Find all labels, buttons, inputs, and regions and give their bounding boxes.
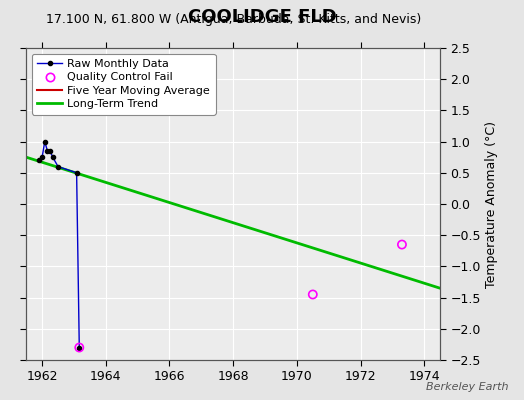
Text: COOLIDGE FLD: COOLIDGE FLD: [188, 8, 336, 26]
Legend: Raw Monthly Data, Quality Control Fail, Five Year Moving Average, Long-Term Tren: Raw Monthly Data, Quality Control Fail, …: [32, 54, 215, 115]
Text: Berkeley Earth: Berkeley Earth: [426, 382, 508, 392]
Y-axis label: Temperature Anomaly (°C): Temperature Anomaly (°C): [485, 120, 498, 288]
Point: [309, 291, 317, 298]
Title: 17.100 N, 61.800 W (Antigua, Barbuda, St. Kitts, and Nevis): 17.100 N, 61.800 W (Antigua, Barbuda, St…: [46, 13, 421, 26]
Point: [75, 344, 83, 351]
Point: [398, 241, 406, 248]
